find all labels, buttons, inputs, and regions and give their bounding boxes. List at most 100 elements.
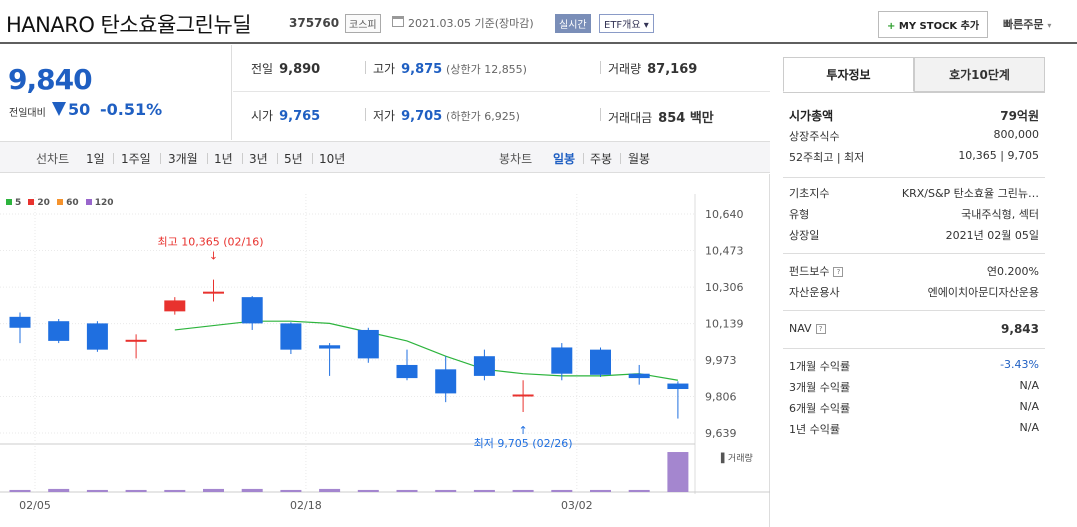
- volume-bar: [280, 489, 302, 492]
- candle-body: [667, 383, 689, 390]
- price-info-grid: 전일 9,890 고가 9,875 (상한가 12,855) 거래량 87,169 시…: [233, 45, 770, 140]
- candle-chart[interactable]: 10,640 10,473 10,306 10,139 9,973 9,806 9,639 0…: [0, 174, 770, 527]
- divider: [312, 153, 313, 164]
- candle-body: [590, 349, 611, 375]
- period-daily[interactable]: 일봉: [553, 152, 576, 166]
- chart-svg: 10,640 10,473 10,306 10,139 9,973 9,806 9,639 0…: [0, 194, 770, 512]
- volume-bar: [396, 489, 418, 492]
- prev-close-value: 9,890: [279, 62, 321, 77]
- nav-value: 9,843: [1001, 322, 1039, 336]
- prev-close: 전일 9,890: [251, 60, 320, 77]
- fee-value: 연0.200%: [986, 265, 1039, 278]
- info-row-1: 전일 9,890 고가 9,875 (상한가 12,855) 거래량 87,169: [233, 45, 770, 92]
- period-1d[interactable]: 1일: [86, 152, 105, 166]
- volume-label: 거래량: [608, 62, 642, 76]
- period-10y[interactable]: 10년: [319, 152, 346, 166]
- divider: [160, 153, 161, 164]
- add-mystock-button[interactable]: + MY STOCK 추가: [878, 11, 989, 38]
- up-arrow-icon: ↑: [518, 424, 527, 437]
- volume-bar: [48, 488, 70, 492]
- volume-bar: [357, 489, 379, 492]
- period-5y[interactable]: 5년: [284, 152, 303, 166]
- candle-body: [125, 339, 147, 342]
- legend-swatch-ma60: [57, 199, 64, 205]
- ret3m-label: 3개월 수익률: [789, 381, 851, 394]
- period-weekly[interactable]: 주봉: [590, 152, 613, 166]
- tab-orderbook[interactable]: 호가10단계: [914, 57, 1045, 92]
- candle-chart-label[interactable]: 봉차트: [499, 152, 533, 166]
- candle-body: [551, 347, 573, 374]
- invest-info-panel: 시가총액 79억원 상장주식수 800,000 52주최고 | 최저 10,36…: [783, 92, 1045, 517]
- divider: [277, 153, 278, 164]
- upper-limit: (상한가 12,855): [446, 63, 527, 76]
- add-mystock-label: MY STOCK 추가: [898, 21, 980, 32]
- divider: [365, 108, 366, 121]
- listed-row: 상장일 2021년 02월 05일: [789, 225, 1039, 245]
- period-3y[interactable]: 3년: [249, 152, 268, 166]
- tab-invest-info[interactable]: 투자정보: [783, 57, 914, 92]
- high-annotation: 최고 10,365 (02/16): [157, 236, 263, 249]
- nav-label-wrap: NAV?: [789, 322, 826, 335]
- period-3m[interactable]: 3개월: [168, 152, 198, 166]
- market-cap-row: 시가총액 79억원: [789, 105, 1039, 125]
- index-value: KRX/S&P 탄소효율 그린뉴…: [901, 187, 1039, 200]
- type-label: 유형: [789, 208, 810, 221]
- x-tick-label: 03/02: [561, 499, 593, 512]
- quick-order-dropdown[interactable]: 빠른주문 ▾: [1003, 16, 1051, 32]
- candle-body: [203, 291, 224, 294]
- period-monthly[interactable]: 월봉: [628, 152, 651, 166]
- ret1y-value: N/A: [1019, 421, 1039, 434]
- volume-bar: [512, 489, 534, 492]
- candle-body: [435, 369, 457, 394]
- fee-label-wrap: 펀드보수?: [789, 263, 844, 279]
- period-1w[interactable]: 1주일: [121, 152, 151, 166]
- fee-label: 펀드보수: [789, 265, 830, 278]
- line-chart-label[interactable]: 선차트: [36, 152, 70, 166]
- volume-bar: [628, 489, 650, 492]
- shares-value: 800,000: [993, 128, 1040, 141]
- help-icon[interactable]: ?: [833, 267, 844, 277]
- candle-body: [512, 394, 534, 397]
- divider: [207, 153, 208, 164]
- nav-label: NAV: [789, 322, 812, 335]
- period-1y[interactable]: 1년: [214, 152, 233, 166]
- open-price: 시가 9,765: [251, 107, 320, 124]
- volume-bar: [435, 489, 457, 492]
- etf-overview-dropdown[interactable]: ETF개요 ▾: [599, 14, 654, 33]
- legend-swatch-ma20: [28, 199, 35, 205]
- ret1m-label: 1개월 수익률: [789, 360, 851, 373]
- help-icon[interactable]: ?: [815, 324, 826, 334]
- volume-bar: [203, 488, 224, 492]
- chevron-down-icon: ▾: [643, 20, 649, 31]
- x-tick-label: 02/18: [290, 499, 322, 512]
- ret6m-label: 6개월 수익률: [789, 402, 851, 415]
- manager-value: 엔에이치아문디자산운용: [927, 286, 1039, 299]
- stock-code: 375760: [289, 16, 340, 30]
- index-row: 기초지수 KRX/S&P 탄소효율 그린뉴…: [789, 183, 1039, 203]
- ret3m-row: 3개월 수익률 N/A: [789, 377, 1039, 397]
- y-tick-label: 10,640: [705, 208, 744, 221]
- high-label: 고가: [373, 62, 396, 76]
- y-tick-label: 9,639: [705, 427, 737, 440]
- volume: 거래량 87,169: [608, 60, 697, 77]
- high-value: 9,875: [401, 62, 443, 77]
- change-value: 50: [68, 100, 91, 119]
- realtime-button[interactable]: 실시간: [555, 14, 591, 33]
- divider: [600, 61, 601, 74]
- market-cap-value: 79억원: [1000, 109, 1039, 123]
- plus-icon: +: [887, 21, 896, 32]
- divider: [783, 253, 1045, 254]
- base-date: 2021.03.05 기준(장마감): [408, 17, 534, 30]
- chart-legend: 5 20 60 120: [6, 198, 114, 208]
- info-row-2: 시가 9,765 저가 9,705 (하한가 6,925) 거래대금 854 백만: [233, 92, 770, 139]
- change-percent: -0.51%: [100, 100, 163, 119]
- ret1y-label: 1년 수익률: [789, 423, 840, 436]
- divider: [783, 177, 1045, 178]
- chevron-down-icon: ▾: [1047, 21, 1052, 30]
- divider: [113, 153, 114, 164]
- ret3m-value: N/A: [1019, 379, 1039, 392]
- legend-swatch-ma5: [6, 199, 12, 205]
- candle-body: [86, 323, 108, 350]
- current-price: 9,840: [8, 63, 93, 96]
- change-label: 전일대비: [9, 108, 46, 119]
